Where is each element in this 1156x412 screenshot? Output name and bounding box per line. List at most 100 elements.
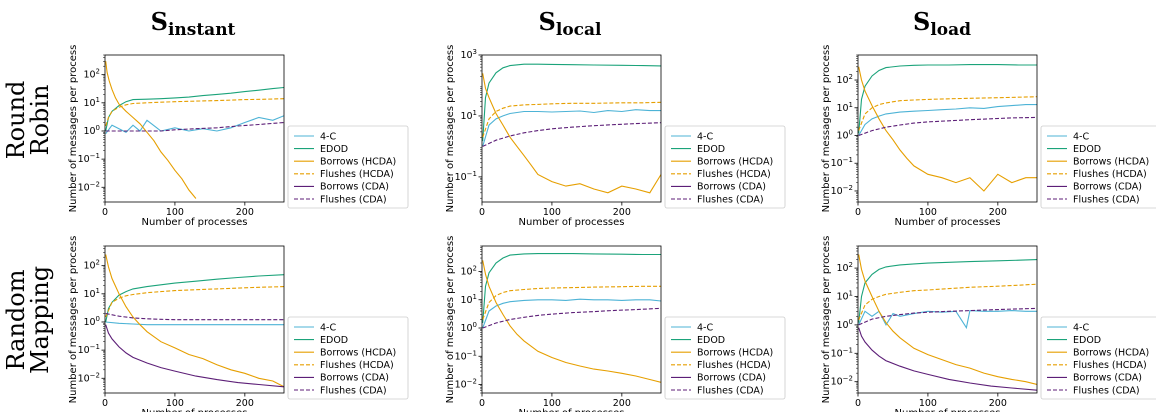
series-line-4-c xyxy=(105,321,284,326)
subplot-3: 0 100 200 10−2 10−1 100 101 102 Number of proces… xyxy=(821,45,1156,228)
series-lines xyxy=(105,61,284,199)
series-lines xyxy=(105,254,284,388)
axes-frame xyxy=(857,245,1038,394)
y-tick-label: 100 xyxy=(836,318,853,331)
x-tick-label: 100 xyxy=(919,207,937,218)
x-tick-label: 0 xyxy=(855,207,861,218)
y-tick-label: 10−1 xyxy=(831,346,853,359)
y-tick-label: 10−1 xyxy=(455,349,477,362)
y-axis-label: Number of messages per process xyxy=(445,236,456,404)
legend-entry: Flushes (HCDA) xyxy=(1073,360,1147,371)
y-tick-label: 102 xyxy=(836,73,853,86)
legend-box xyxy=(664,125,786,209)
series-line-edod xyxy=(105,274,284,323)
column-title-3: Sload xyxy=(913,7,971,40)
x-tick-label: 0 xyxy=(855,398,861,409)
legend-entry: 4-C xyxy=(697,322,713,333)
subplot-2: 0 100 200 10−1 101 103 Number of processes Numb… xyxy=(445,45,786,228)
x-tick-label: 200 xyxy=(613,398,631,409)
y-tick-label: 100 xyxy=(83,124,100,137)
legend-entry: Flushes (HCDA) xyxy=(320,360,394,371)
series-line-edod xyxy=(858,259,1037,323)
x-tick-label: 0 xyxy=(479,398,485,409)
series-line-flushes-cda xyxy=(858,307,1037,326)
legend-entry: EDOD xyxy=(320,144,348,155)
x-axis-label: Number of processes xyxy=(895,408,1001,412)
y-tick-label: 10−1 xyxy=(78,343,100,356)
legend-entry: Borrows (HCDA) xyxy=(1073,157,1149,168)
y-tick-label: 102 xyxy=(83,259,100,272)
x-tick-label: 0 xyxy=(102,207,108,218)
series-line-4-c xyxy=(858,104,1037,136)
legend-entry: Flushes (HCDA) xyxy=(697,360,771,371)
legend-entry: Borrows (CDA) xyxy=(697,182,766,193)
series-line-4-c xyxy=(482,298,661,329)
y-tick-label: 10−2 xyxy=(831,184,853,197)
legend-entry: Flushes (CDA) xyxy=(320,385,387,396)
x-tick-label: 200 xyxy=(236,207,254,218)
y-tick-label: 10−1 xyxy=(831,156,853,169)
subplot-4: 0 100 200 10−2 10−1 100 101 102 Number of proces… xyxy=(68,236,409,412)
axes-frame xyxy=(857,54,1038,203)
series-line-flushes-cda xyxy=(858,116,1037,137)
legend-entry: 4-C xyxy=(320,322,336,333)
y-axis-label: Number of messages per process xyxy=(68,45,79,213)
x-tick-label: 0 xyxy=(479,207,485,218)
legend: 4-C EDOD Borrows (HCDA)Flushes (HCDA) Borro… xyxy=(1040,125,1156,209)
series-line-borrows-cda xyxy=(105,324,284,388)
legend-entry: 4-C xyxy=(320,131,336,142)
legend-entry: EDOD xyxy=(1073,144,1101,155)
legend-entry: 4-C xyxy=(697,131,713,142)
legend-entry: EDOD xyxy=(697,335,725,346)
series-line-edod xyxy=(105,86,284,132)
y-tick-label: 10−2 xyxy=(831,375,853,388)
y-tick-label: 103 xyxy=(460,48,477,61)
axes-frame xyxy=(104,245,285,394)
row-label-1-line-1: Round xyxy=(2,81,30,160)
series-line-flushes-hcda xyxy=(858,96,1037,131)
y-tick-label: 101 xyxy=(836,101,853,114)
legend: 4-C EDOD Borrows (HCDA)Flushes (HCDA) Borro… xyxy=(664,125,786,209)
series-line-flushes-cda xyxy=(482,122,661,147)
series-line-borrows-hcda xyxy=(482,73,661,194)
legend-entry: Borrows (CDA) xyxy=(1073,182,1142,193)
legend-entry: Flushes (HCDA) xyxy=(1073,169,1147,180)
series-line-borrows-cda xyxy=(858,327,1037,391)
legend-box xyxy=(1040,125,1156,209)
x-axis-label: Number of processes xyxy=(142,217,248,228)
subplot-5: 0 100 200 10−2 10−1 100 101 102 Number of proces… xyxy=(445,236,786,412)
y-tick-label: 10−2 xyxy=(78,371,100,384)
y-tick-label: 101 xyxy=(83,96,100,109)
y-tick-label: 101 xyxy=(83,287,100,300)
y-tick-label: 102 xyxy=(83,68,100,81)
axes-frame xyxy=(104,54,285,203)
legend-entry: 4-C xyxy=(1073,131,1089,142)
axes-frame xyxy=(481,54,662,203)
series-line-borrows-hcda xyxy=(858,66,1037,192)
series-line-flushes-hcda xyxy=(482,101,661,138)
legend-entry: Borrows (HCDA) xyxy=(1073,348,1149,359)
legend-entry: Flushes (HCDA) xyxy=(320,169,394,180)
y-tick-label: 100 xyxy=(836,129,853,142)
legend-box xyxy=(287,125,409,209)
legend: 4-C EDOD Borrows (HCDA)Flushes (HCDA) Borro… xyxy=(664,316,786,400)
y-axis-label: Number of messages per process xyxy=(821,45,832,213)
x-tick-label: 200 xyxy=(989,207,1007,218)
series-line-flushes-hcda xyxy=(105,286,284,318)
series-line-4-c xyxy=(858,310,1037,330)
legend-entry: Borrows (CDA) xyxy=(1073,373,1142,384)
legend: 4-C EDOD Borrows (HCDA)Flushes (HCDA) Borro… xyxy=(287,125,409,209)
y-tick-label: 100 xyxy=(83,315,100,328)
row-label-1-line-2: Robin xyxy=(26,84,54,155)
series-line-edod xyxy=(482,63,661,142)
row-labels: Round Robin Random Mapping xyxy=(2,81,54,374)
legend-entry: Borrows (HCDA) xyxy=(697,157,773,168)
y-tick-label: 101 xyxy=(460,109,477,122)
series-line-flushes-cda xyxy=(105,312,284,321)
y-axis-label: Number of messages per process xyxy=(445,45,456,213)
legend-entry: Flushes (CDA) xyxy=(697,385,764,396)
y-tick-label: 10−1 xyxy=(455,170,477,183)
x-tick-label: 100 xyxy=(543,207,561,218)
x-tick-label: 100 xyxy=(919,398,937,409)
series-line-flushes-hcda xyxy=(482,285,661,320)
